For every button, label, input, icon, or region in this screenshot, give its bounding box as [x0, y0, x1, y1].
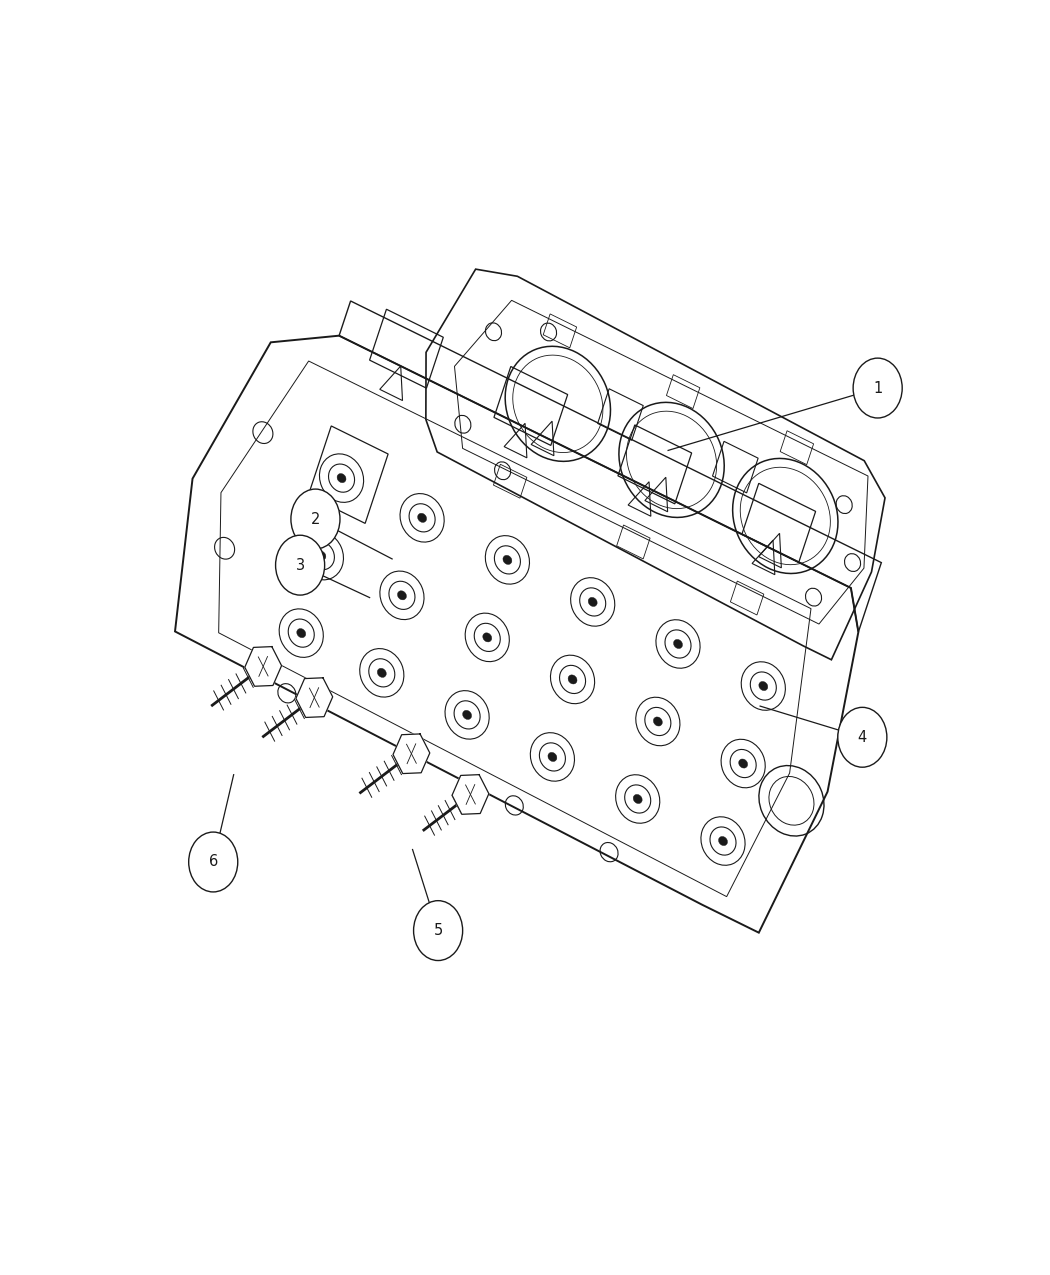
- Circle shape: [275, 536, 324, 595]
- Ellipse shape: [483, 632, 491, 641]
- Ellipse shape: [653, 717, 663, 725]
- Circle shape: [838, 708, 887, 768]
- Text: 1: 1: [873, 380, 882, 395]
- Ellipse shape: [568, 674, 578, 683]
- Ellipse shape: [463, 710, 471, 719]
- Polygon shape: [296, 678, 333, 718]
- Ellipse shape: [633, 794, 643, 803]
- Ellipse shape: [739, 759, 748, 768]
- Text: 5: 5: [434, 923, 443, 938]
- Ellipse shape: [588, 598, 597, 607]
- Ellipse shape: [548, 752, 556, 761]
- Ellipse shape: [673, 640, 683, 649]
- Ellipse shape: [297, 629, 306, 638]
- Text: 2: 2: [311, 511, 320, 527]
- Ellipse shape: [418, 514, 426, 523]
- Text: 6: 6: [209, 854, 217, 870]
- Ellipse shape: [759, 681, 768, 691]
- Text: 4: 4: [858, 729, 867, 745]
- Ellipse shape: [718, 836, 728, 845]
- Ellipse shape: [317, 551, 326, 560]
- Text: 3: 3: [295, 557, 304, 572]
- Circle shape: [414, 900, 463, 960]
- Ellipse shape: [337, 473, 346, 483]
- Polygon shape: [393, 734, 429, 774]
- Ellipse shape: [377, 668, 386, 677]
- Ellipse shape: [398, 590, 406, 601]
- Circle shape: [189, 833, 237, 892]
- Circle shape: [854, 358, 902, 418]
- Circle shape: [291, 490, 340, 550]
- Polygon shape: [453, 775, 489, 815]
- Ellipse shape: [503, 556, 512, 565]
- Polygon shape: [245, 646, 281, 686]
